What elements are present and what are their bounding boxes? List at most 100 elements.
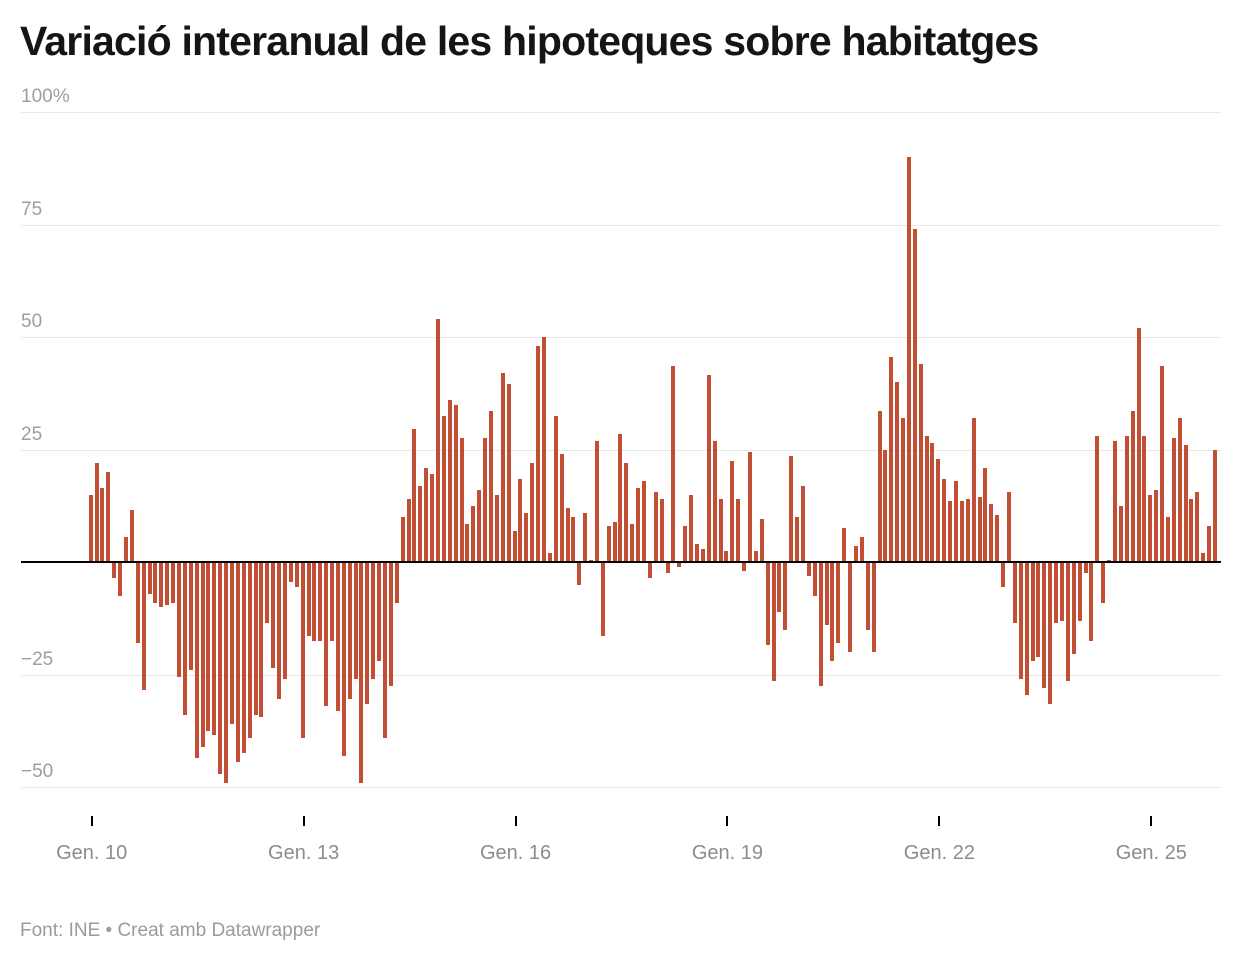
bar-ag-2011[interactable] [200, 562, 205, 747]
bar-jul-2011[interactable] [194, 562, 199, 758]
bar-ag-2015[interactable] [483, 438, 488, 562]
bar-set-2022[interactable] [983, 467, 988, 562]
bar-ag-2023[interactable] [1048, 562, 1053, 704]
bar-gen-2020[interactable] [795, 517, 800, 562]
bar-abr-2010[interactable] [106, 472, 111, 562]
bar-abr-2024[interactable] [1095, 436, 1100, 562]
bar-maig-2021[interactable] [889, 357, 894, 562]
bar-des-2021[interactable] [930, 442, 935, 562]
bar-abr-2014[interactable] [388, 562, 393, 686]
bar-nov-2010[interactable] [147, 562, 152, 594]
bar-oct-2024[interactable] [1130, 411, 1135, 562]
bar-des-2023[interactable] [1071, 562, 1076, 655]
bar-set-2020[interactable] [842, 528, 847, 562]
bar-jul-2025[interactable] [1183, 445, 1188, 562]
bar-set-2010[interactable] [135, 562, 140, 643]
bar-des-2022[interactable] [1001, 562, 1006, 587]
bar-maig-2019[interactable] [747, 451, 752, 562]
bar-ag-2022[interactable] [977, 496, 982, 562]
bar-abr-2016[interactable] [530, 463, 535, 562]
bar-des-2012[interactable] [294, 562, 299, 587]
bar-ag-2010[interactable] [129, 510, 134, 562]
bar-oct-2012[interactable] [282, 562, 287, 679]
bar-juny-2024[interactable] [1107, 559, 1112, 562]
bar-jul-2020[interactable] [830, 562, 835, 661]
bar-feb-2023[interactable] [1012, 562, 1017, 623]
bar-des-2016[interactable] [577, 562, 582, 585]
bar-oct-2013[interactable] [353, 562, 358, 679]
bar-nov-2023[interactable] [1065, 562, 1070, 682]
bar-jul-2021[interactable] [901, 418, 906, 562]
bar-nov-2018[interactable] [712, 440, 717, 562]
bar-set-2018[interactable] [700, 548, 705, 562]
bar-ag-2017[interactable] [624, 463, 629, 562]
bar-abr-2025[interactable] [1165, 517, 1170, 562]
bar-juny-2022[interactable] [965, 499, 970, 562]
bar-jul-2016[interactable] [547, 553, 552, 562]
bar-gen-2010[interactable] [88, 494, 93, 562]
bar-feb-2019[interactable] [730, 460, 735, 562]
bar-feb-2015[interactable] [447, 400, 452, 562]
bar-ag-2012[interactable] [271, 562, 276, 668]
bar-abr-2023[interactable] [1024, 562, 1029, 695]
bar-nov-2022[interactable] [995, 514, 1000, 562]
bar-feb-2024[interactable] [1083, 562, 1088, 574]
bar-abr-2018[interactable] [671, 366, 676, 562]
bar-abr-2022[interactable] [954, 481, 959, 562]
bar-maig-2023[interactable] [1030, 562, 1035, 661]
bar-març-2016[interactable] [524, 512, 529, 562]
bar-feb-2025[interactable] [1154, 490, 1159, 562]
bar-març-2019[interactable] [736, 499, 741, 562]
bar-set-2013[interactable] [347, 562, 352, 700]
bar-ag-2024[interactable] [1118, 505, 1123, 562]
bar-feb-2018[interactable] [659, 499, 664, 562]
bar-març-2018[interactable] [665, 562, 670, 574]
bar-abr-2019[interactable] [742, 562, 747, 571]
bar-juny-2015[interactable] [471, 505, 476, 562]
bar-gen-2018[interactable] [653, 492, 658, 562]
bar-gen-2014[interactable] [371, 562, 376, 679]
bar-des-2019[interactable] [789, 456, 794, 562]
bar-feb-2014[interactable] [377, 562, 382, 661]
bar-des-2015[interactable] [506, 384, 511, 562]
bar-nov-2016[interactable] [571, 517, 576, 562]
bar-gen-2024[interactable] [1077, 562, 1082, 621]
bar-oct-2025[interactable] [1201, 553, 1206, 562]
bar-oct-2020[interactable] [848, 562, 853, 652]
bar-març-2011[interactable] [171, 562, 176, 603]
bar-set-2023[interactable] [1054, 562, 1059, 623]
bar-nov-2012[interactable] [288, 562, 293, 583]
bar-jul-2017[interactable] [618, 433, 623, 562]
bar-abr-2017[interactable] [600, 562, 605, 637]
bar-abr-2020[interactable] [812, 562, 817, 596]
bar-jul-2014[interactable] [406, 499, 411, 562]
bar-ag-2025[interactable] [1189, 499, 1194, 562]
bar-feb-2012[interactable] [235, 562, 240, 763]
bar-nov-2017[interactable] [642, 481, 647, 562]
bar-ag-2018[interactable] [695, 544, 700, 562]
bar-set-2016[interactable] [559, 454, 564, 562]
bar-oct-2014[interactable] [424, 467, 429, 562]
bar-feb-2017[interactable] [589, 559, 594, 562]
bar-juny-2025[interactable] [1177, 418, 1182, 562]
bar-juny-2013[interactable] [330, 562, 335, 641]
bar-maig-2022[interactable] [959, 501, 964, 562]
bar-nov-2011[interactable] [218, 562, 223, 774]
bar-març-2021[interactable] [877, 411, 882, 562]
bar-ag-2020[interactable] [836, 562, 841, 643]
bar-nov-2020[interactable] [853, 546, 858, 562]
bar-nov-2013[interactable] [359, 562, 364, 783]
bar-gen-2025[interactable] [1148, 494, 1153, 562]
bar-juny-2011[interactable] [188, 562, 193, 670]
bar-gen-2011[interactable] [159, 562, 164, 607]
bar-set-2011[interactable] [206, 562, 211, 731]
bar-ag-2019[interactable] [765, 562, 770, 646]
bar-des-2025[interactable] [1213, 449, 1218, 562]
bar-oct-2010[interactable] [141, 562, 146, 691]
bar-feb-2016[interactable] [518, 478, 523, 562]
bar-juny-2016[interactable] [541, 337, 546, 562]
bar-oct-2011[interactable] [212, 562, 217, 736]
bar-maig-2015[interactable] [465, 523, 470, 562]
bar-gen-2022[interactable] [936, 458, 941, 562]
bar-abr-2021[interactable] [883, 449, 888, 562]
